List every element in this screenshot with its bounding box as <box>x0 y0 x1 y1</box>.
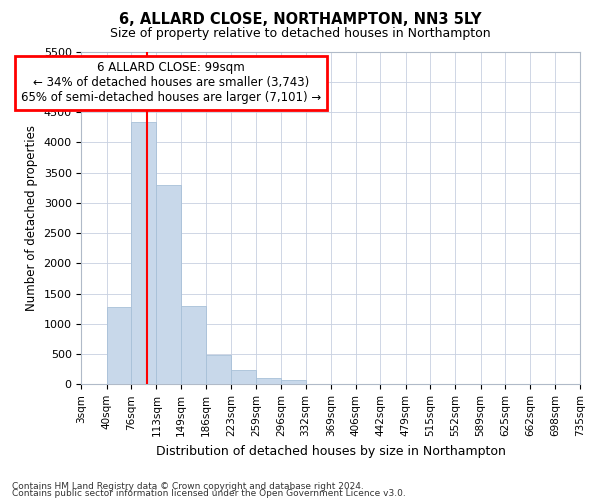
Text: Contains public sector information licensed under the Open Government Licence v3: Contains public sector information licen… <box>12 489 406 498</box>
Bar <box>231 370 256 384</box>
Y-axis label: Number of detached properties: Number of detached properties <box>25 125 38 311</box>
Bar <box>281 380 305 384</box>
Text: Size of property relative to detached houses in Northampton: Size of property relative to detached ho… <box>110 28 490 40</box>
Text: Contains HM Land Registry data © Crown copyright and database right 2024.: Contains HM Land Registry data © Crown c… <box>12 482 364 491</box>
Bar <box>131 122 157 384</box>
Text: 6 ALLARD CLOSE: 99sqm
← 34% of detached houses are smaller (3,743)
65% of semi-d: 6 ALLARD CLOSE: 99sqm ← 34% of detached … <box>21 62 321 104</box>
Bar <box>157 184 181 384</box>
Bar <box>181 306 206 384</box>
Bar <box>107 308 131 384</box>
X-axis label: Distribution of detached houses by size in Northampton: Distribution of detached houses by size … <box>156 444 506 458</box>
Bar <box>206 356 231 384</box>
Text: 6, ALLARD CLOSE, NORTHAMPTON, NN3 5LY: 6, ALLARD CLOSE, NORTHAMPTON, NN3 5LY <box>119 12 481 28</box>
Bar <box>256 378 281 384</box>
